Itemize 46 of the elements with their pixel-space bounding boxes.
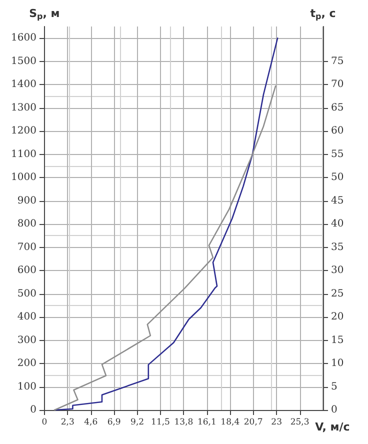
x-tick-label: 18,4 [220, 418, 240, 428]
y2-tick-label: 30 [331, 265, 344, 276]
y-tick-label: 1500 [10, 56, 36, 67]
y2-tick-label: 50 [331, 172, 344, 184]
x-tick-label: 4,6 [84, 418, 98, 428]
y2-tick-label: 25 [331, 288, 344, 300]
y-tick-label: 600 [17, 265, 36, 276]
y-tick-label: 500 [17, 288, 36, 300]
x-tick-label: 13,8 [174, 418, 194, 428]
x-tick-label: 23 [271, 418, 282, 428]
x-tick-label: 11,5 [151, 418, 170, 428]
y2-tick-label: 15 [331, 334, 344, 346]
y-tick-label: 1200 [10, 126, 36, 137]
y2-tick-label: 20 [331, 312, 344, 323]
y2-tick-label: 60 [331, 126, 344, 137]
x-tick-label: 6,9 [107, 418, 121, 428]
y2-tick-label: 5 [331, 381, 338, 392]
x-tick-label: 20,7 [244, 418, 263, 428]
y-tick-label: 400 [17, 312, 36, 323]
y2-tick-label: 70 [331, 79, 344, 90]
y-tick-label: 800 [17, 218, 36, 230]
y-tick-label: 1100 [10, 148, 36, 160]
y2-tick-label: 65 [331, 102, 344, 114]
y2-tick-label: 35 [331, 242, 344, 253]
y-tick-label: 100 [17, 381, 36, 392]
y2-tick-label: 75 [331, 56, 344, 67]
y2-tick-label: 45 [331, 195, 344, 206]
y-tick-label: 900 [17, 195, 36, 206]
x-tick-label: 9,2 [130, 418, 144, 428]
y-tick-label: 700 [17, 242, 36, 253]
y2-tick-label: 0 [331, 404, 338, 416]
y-tick-label: 300 [17, 334, 36, 346]
y-tick-label: 200 [17, 358, 36, 370]
y2-tick-label: 55 [331, 148, 344, 160]
x-tick-label: 16,1 [197, 418, 216, 428]
x-tick-label: 2,3 [60, 418, 74, 428]
y-tick-label: 1600 [10, 32, 36, 44]
y-tick-label: 0 [30, 404, 36, 416]
y-tick-label: 1000 [10, 172, 36, 184]
y-tick-label: 1400 [10, 79, 36, 90]
y-tick-label: 1300 [10, 102, 36, 114]
x-axis-title: V, м/с [315, 420, 350, 434]
x-tick-label: 0 [42, 418, 48, 428]
y2-tick-label: 40 [331, 218, 344, 230]
x-tick-label: 25,3 [290, 418, 310, 428]
y2-tick-label: 10 [331, 358, 344, 370]
